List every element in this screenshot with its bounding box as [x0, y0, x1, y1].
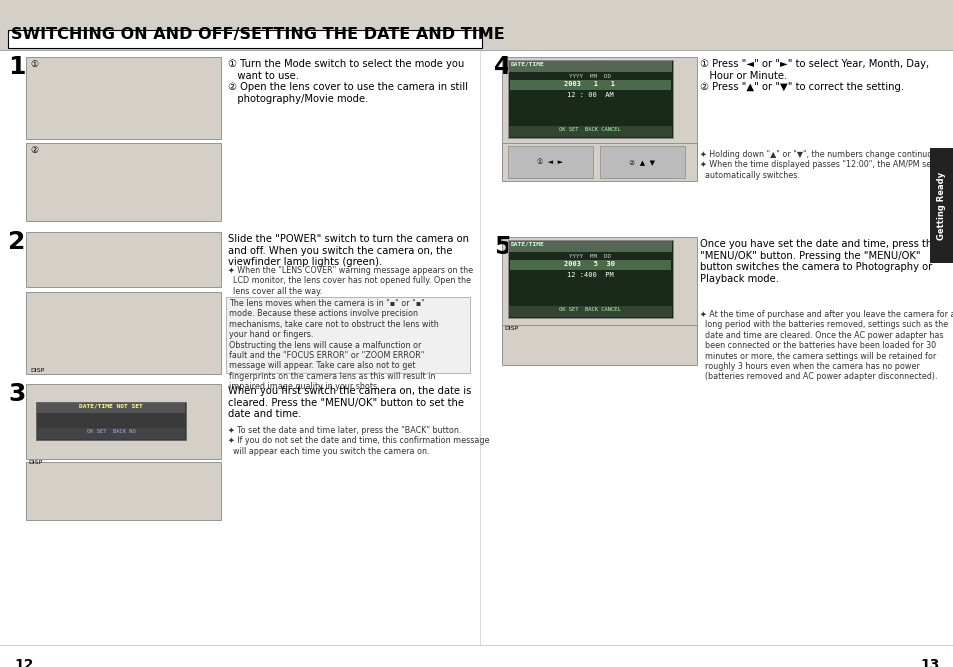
Text: DISP: DISP — [503, 326, 517, 331]
Bar — [0, 0, 953, 50]
Bar — [26, 232, 221, 287]
Bar — [501, 325, 697, 365]
Bar — [509, 126, 671, 137]
Text: ✦ At the time of purchase and after you leave the camera for a
  long period wit: ✦ At the time of purchase and after you … — [700, 310, 953, 382]
Text: DATE/TIME NOT SET: DATE/TIME NOT SET — [79, 404, 143, 409]
Text: ① Press "◄" or "►" to select Year, Month, Day,
   Hour or Minute.
② Press "▲" or: ① Press "◄" or "►" to select Year, Month… — [700, 59, 928, 92]
Bar — [26, 57, 221, 139]
Bar — [37, 428, 185, 439]
Bar — [507, 146, 593, 178]
Text: SWITCHING ON AND OFF/SETTING THE DATE AND TIME: SWITCHING ON AND OFF/SETTING THE DATE AN… — [11, 27, 504, 42]
Text: Getting Ready: Getting Ready — [937, 172, 945, 240]
Bar — [8, 30, 481, 48]
Text: OK SET  BACK NO: OK SET BACK NO — [87, 429, 135, 434]
Bar — [37, 403, 185, 413]
Text: ✦ To set the date and time later, press the "BACK" button.
✦ If you do not set t: ✦ To set the date and time later, press … — [228, 426, 489, 456]
Text: 2003   5  30: 2003 5 30 — [564, 261, 615, 267]
Bar — [26, 292, 221, 374]
Text: YYYY  MM  DD: YYYY MM DD — [568, 74, 610, 79]
Bar — [507, 240, 672, 318]
Text: The lens moves when the camera is in "▪" or "▪"
mode. Because these actions invo: The lens moves when the camera is in "▪"… — [229, 299, 438, 392]
Text: Once you have set the date and time, press the
"MENU/OK" button. Pressing the "M: Once you have set the date and time, pre… — [700, 239, 938, 283]
Bar — [510, 80, 670, 90]
Text: 4: 4 — [494, 55, 511, 79]
Bar — [509, 306, 671, 317]
Text: 12 :400  PM: 12 :400 PM — [566, 272, 613, 278]
Text: 5: 5 — [494, 235, 511, 259]
Text: DATE/TIME: DATE/TIME — [511, 242, 544, 247]
Bar — [929, 148, 953, 263]
Bar — [510, 260, 670, 270]
Bar — [0, 50, 953, 51]
Text: ①: ① — [30, 60, 38, 69]
Text: ①  ◄  ►: ① ◄ ► — [537, 159, 562, 165]
Text: Slide the "POWER" switch to turn the camera on
and off. When you switch the came: Slide the "POWER" switch to turn the cam… — [228, 234, 469, 267]
Bar — [599, 146, 684, 178]
Text: ✦ When the "LENS COVER" warning message appears on the
  LCD monitor, the lens c: ✦ When the "LENS COVER" warning message … — [228, 266, 473, 295]
Text: ✦ Holding down "▲" or "▼", the numbers change continuously.
✦ When the time disp: ✦ Holding down "▲" or "▼", the numbers c… — [700, 150, 949, 180]
Bar — [507, 60, 672, 138]
Bar — [501, 237, 697, 357]
Text: DATE/TIME: DATE/TIME — [511, 62, 544, 67]
Text: OK SET  BACK CANCEL: OK SET BACK CANCEL — [558, 127, 620, 132]
Text: 2: 2 — [8, 230, 26, 254]
Text: 1: 1 — [8, 55, 26, 79]
Text: When you first switch the camera on, the date is
cleared. Press the "MENU/OK" bu: When you first switch the camera on, the… — [228, 386, 471, 419]
Text: 12 : 00  AM: 12 : 00 AM — [566, 92, 613, 98]
Text: DISP: DISP — [30, 368, 44, 373]
Text: ②: ② — [30, 146, 38, 155]
Text: OK SET  BACK CANCEL: OK SET BACK CANCEL — [558, 307, 620, 312]
Text: ②  ▲  ▼: ② ▲ ▼ — [628, 159, 655, 165]
Bar — [26, 384, 221, 459]
Text: ① Turn the Mode switch to select the mode you
   want to use.
② Open the lens co: ① Turn the Mode switch to select the mod… — [228, 59, 468, 104]
Text: 13: 13 — [920, 658, 939, 667]
Text: 12: 12 — [14, 658, 33, 667]
Text: DISP: DISP — [28, 460, 42, 465]
Bar — [501, 57, 697, 177]
Text: 3: 3 — [8, 382, 26, 406]
Text: YYYY  MM  DD: YYYY MM DD — [568, 254, 610, 259]
Bar — [501, 143, 697, 181]
Bar — [26, 143, 221, 221]
Bar — [226, 297, 470, 373]
Bar — [509, 241, 671, 252]
Text: 2003   1   1: 2003 1 1 — [564, 81, 615, 87]
Bar — [509, 61, 671, 72]
Bar — [36, 402, 186, 440]
Bar — [26, 462, 221, 520]
